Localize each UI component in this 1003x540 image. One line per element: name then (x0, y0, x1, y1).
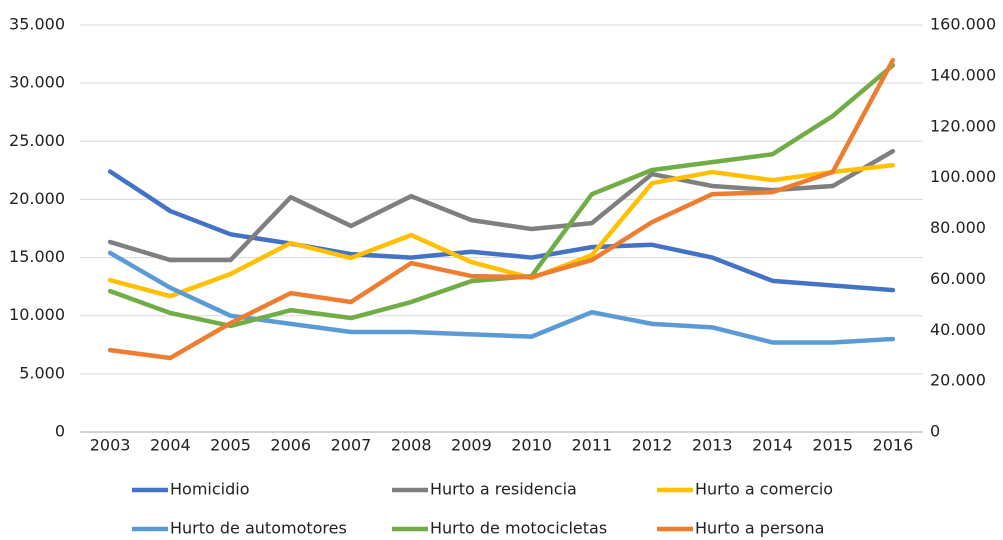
x-tick-label: 2011 (571, 436, 612, 455)
x-tick-label: 2010 (511, 436, 552, 455)
x-tick-label: 2015 (812, 436, 853, 455)
legend-label: Homicidio (170, 480, 249, 499)
x-tick-label: 2003 (90, 436, 131, 455)
y-tick-label: 20.000 (9, 189, 65, 208)
x-tick-label: 2006 (270, 436, 311, 455)
y2-tick-label: 0 (930, 422, 940, 441)
x-tick-label: 2008 (391, 436, 432, 455)
x-tick-label: 2013 (692, 436, 733, 455)
legend-label: Hurto a residencia (430, 480, 577, 499)
legend-label: Hurto de automotores (170, 519, 347, 538)
series-line (107, 57, 896, 361)
y2-tick-label: 120.000 (930, 116, 996, 135)
y2-tick-label: 40.000 (930, 320, 986, 339)
y-tick-label: 0 (55, 422, 65, 441)
y2-tick-label: 60.000 (930, 269, 986, 288)
y-tick-label: 10.000 (9, 305, 65, 324)
legend-label: Hurto a comercio (695, 480, 833, 499)
series-line (107, 250, 896, 345)
y-tick-label: 15.000 (9, 247, 65, 266)
series-line (107, 62, 896, 329)
y2-tick-label: 160.000 (930, 15, 996, 34)
x-tick-label: 2016 (873, 436, 914, 455)
y2-tick-label: 140.000 (930, 65, 996, 84)
y2-tick-label: 100.000 (930, 167, 996, 186)
y-tick-label: 35.000 (9, 15, 65, 34)
y2-tick-label: 80.000 (930, 218, 986, 237)
series-line (107, 148, 896, 263)
y-tick-label: 25.000 (9, 131, 65, 150)
y-tick-label: 30.000 (9, 73, 65, 92)
x-tick-label: 2005 (210, 436, 251, 455)
x-tick-label: 2014 (752, 436, 793, 455)
series-line (107, 169, 896, 293)
y-tick-label: 5.000 (19, 363, 65, 382)
legend-label: Hurto de motocicletas (430, 519, 607, 538)
x-tick-label: 2009 (451, 436, 492, 455)
legend-label: Hurto a persona (695, 519, 824, 538)
series-line (107, 162, 896, 299)
x-tick-label: 2007 (331, 436, 372, 455)
x-tick-label: 2004 (150, 436, 191, 455)
x-tick-label: 2012 (632, 436, 673, 455)
y2-tick-label: 20.000 (930, 371, 986, 390)
